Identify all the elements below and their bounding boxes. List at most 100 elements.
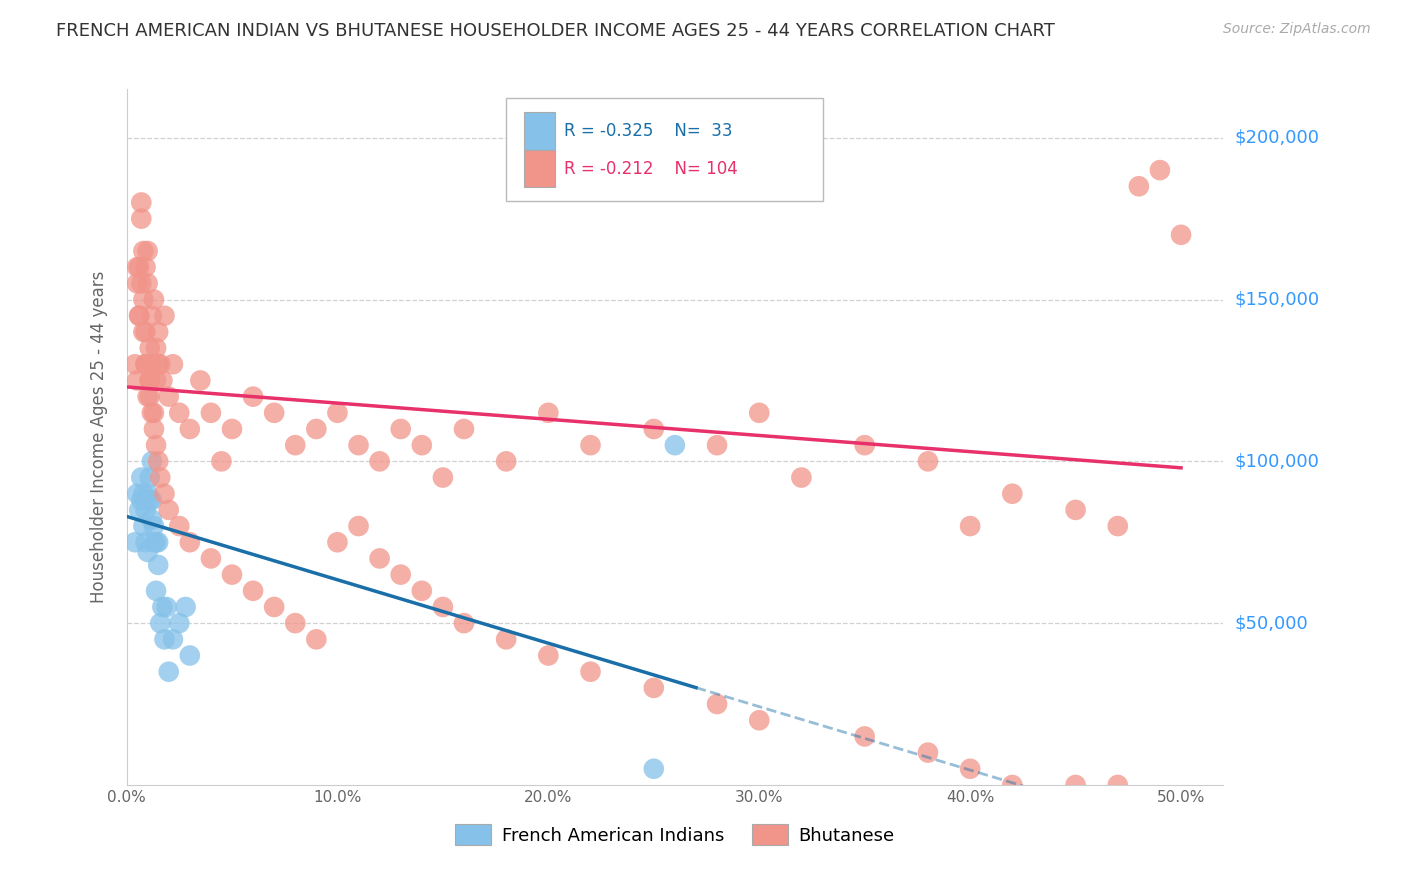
Point <box>579 665 602 679</box>
Text: $50,000: $50,000 <box>1234 615 1308 632</box>
Point <box>146 535 169 549</box>
Point <box>200 551 222 566</box>
Point <box>143 535 166 549</box>
Point <box>305 422 328 436</box>
Text: $150,000: $150,000 <box>1234 291 1319 309</box>
Point <box>748 406 770 420</box>
Point <box>853 730 876 744</box>
Point <box>284 438 307 452</box>
Point <box>145 341 167 355</box>
Point <box>138 374 160 388</box>
Point <box>157 390 180 404</box>
Point <box>188 374 212 388</box>
Text: R = -0.212    N= 104: R = -0.212 N= 104 <box>564 160 738 178</box>
Point <box>146 558 169 572</box>
Point <box>221 567 243 582</box>
Point <box>152 374 174 388</box>
Point <box>643 762 665 776</box>
Point <box>146 454 169 468</box>
Point <box>179 422 201 436</box>
Point <box>326 535 349 549</box>
Point <box>453 422 475 436</box>
Point <box>1064 778 1087 792</box>
Point <box>135 260 156 275</box>
Point <box>162 632 184 647</box>
Point <box>143 406 166 420</box>
Point <box>432 470 454 484</box>
Point <box>141 513 163 527</box>
Point <box>389 567 412 582</box>
Point <box>1170 227 1192 242</box>
Point <box>157 503 180 517</box>
Point <box>132 519 155 533</box>
Point <box>1128 179 1150 194</box>
Point <box>347 438 370 452</box>
Point <box>453 616 475 631</box>
Point <box>305 632 328 647</box>
Point <box>169 616 191 631</box>
Point <box>141 493 163 508</box>
Point <box>141 454 163 468</box>
Point <box>136 277 159 291</box>
Point <box>495 454 517 468</box>
Point <box>141 357 163 371</box>
Point <box>1064 503 1087 517</box>
Point <box>124 357 146 371</box>
Text: R = -0.325    N=  33: R = -0.325 N= 33 <box>564 122 733 140</box>
Point <box>128 309 150 323</box>
Point <box>1107 519 1129 533</box>
Point <box>643 681 665 695</box>
Point <box>135 325 156 339</box>
Point <box>146 325 169 339</box>
Point <box>145 438 167 452</box>
Point <box>132 486 155 500</box>
Point <box>537 648 560 663</box>
Point <box>127 486 148 500</box>
Point <box>1001 486 1024 500</box>
Point <box>136 244 159 258</box>
Point <box>132 325 155 339</box>
Point <box>136 390 159 404</box>
Point <box>132 293 155 307</box>
Point <box>221 422 243 436</box>
Text: $100,000: $100,000 <box>1234 452 1319 470</box>
Point <box>284 616 307 631</box>
Point <box>146 357 169 371</box>
Point <box>263 406 285 420</box>
Point <box>127 260 148 275</box>
Point <box>211 454 233 468</box>
Point <box>1001 778 1024 792</box>
Point <box>129 470 153 484</box>
Point <box>138 390 160 404</box>
Point <box>200 406 222 420</box>
Point <box>145 583 167 598</box>
Point <box>748 713 770 727</box>
Point <box>138 493 160 508</box>
Point <box>128 309 150 323</box>
Point <box>959 762 981 776</box>
Point <box>162 357 184 371</box>
Point <box>138 374 160 388</box>
Point <box>706 438 728 452</box>
Point <box>959 519 981 533</box>
Point <box>242 390 264 404</box>
Point <box>153 632 176 647</box>
Point <box>135 357 156 371</box>
Point <box>143 519 166 533</box>
Point <box>124 535 146 549</box>
Point <box>579 438 602 452</box>
Point <box>143 422 166 436</box>
Point <box>129 211 153 226</box>
Legend: French American Indians, Bhutanese: French American Indians, Bhutanese <box>449 817 901 853</box>
Point <box>432 599 454 614</box>
Point <box>128 503 150 517</box>
Point <box>127 277 148 291</box>
Text: Source: ZipAtlas.com: Source: ZipAtlas.com <box>1223 22 1371 37</box>
Point <box>263 599 285 614</box>
Point <box>326 406 349 420</box>
Point <box>149 616 172 631</box>
Point <box>145 535 167 549</box>
Point <box>179 535 201 549</box>
Point <box>853 438 876 452</box>
Point <box>368 454 391 468</box>
